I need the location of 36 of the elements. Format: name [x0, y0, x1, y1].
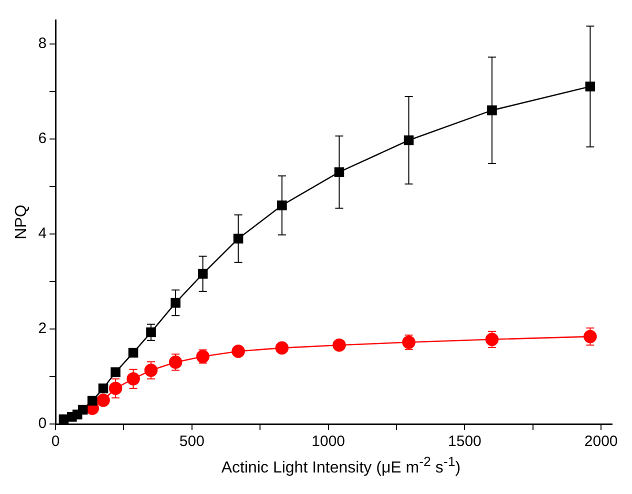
y-tick-label: 6 — [38, 130, 47, 147]
y-tick-label: 2 — [38, 320, 47, 338]
y-tick-label: 4 — [38, 225, 47, 242]
point — [144, 364, 158, 377]
x-tick-label: 2000 — [584, 433, 618, 450]
point — [110, 367, 120, 378]
y-axis-title: NPQ — [13, 204, 30, 240]
point — [198, 268, 208, 279]
x-axis-title: Actinic Light Intensity (μE m$^{-2}$ s$^{-1}$) — [220, 454, 462, 478]
point — [487, 105, 497, 116]
point — [485, 332, 499, 346]
point — [146, 327, 156, 338]
point — [87, 396, 98, 406]
x-tick-label: 1500 — [448, 433, 482, 450]
point — [233, 234, 244, 244]
point — [275, 341, 289, 355]
point — [128, 348, 138, 358]
point — [584, 330, 597, 344]
x-tick-label: 500 — [179, 433, 204, 450]
point — [334, 167, 344, 177]
x-tick-label: 1000 — [312, 433, 346, 450]
point — [78, 404, 88, 415]
point — [126, 372, 140, 386]
x-tick-label: 0 — [51, 433, 60, 450]
point — [585, 82, 596, 92]
point — [168, 356, 182, 369]
point — [170, 298, 180, 308]
point — [232, 344, 245, 358]
point — [108, 382, 122, 396]
y-tick-label: 8 — [38, 34, 47, 52]
point — [404, 135, 414, 146]
point — [277, 200, 287, 210]
y-tick-label: 0 — [38, 415, 47, 432]
point — [98, 383, 108, 394]
point — [96, 394, 110, 407]
point — [332, 338, 346, 352]
